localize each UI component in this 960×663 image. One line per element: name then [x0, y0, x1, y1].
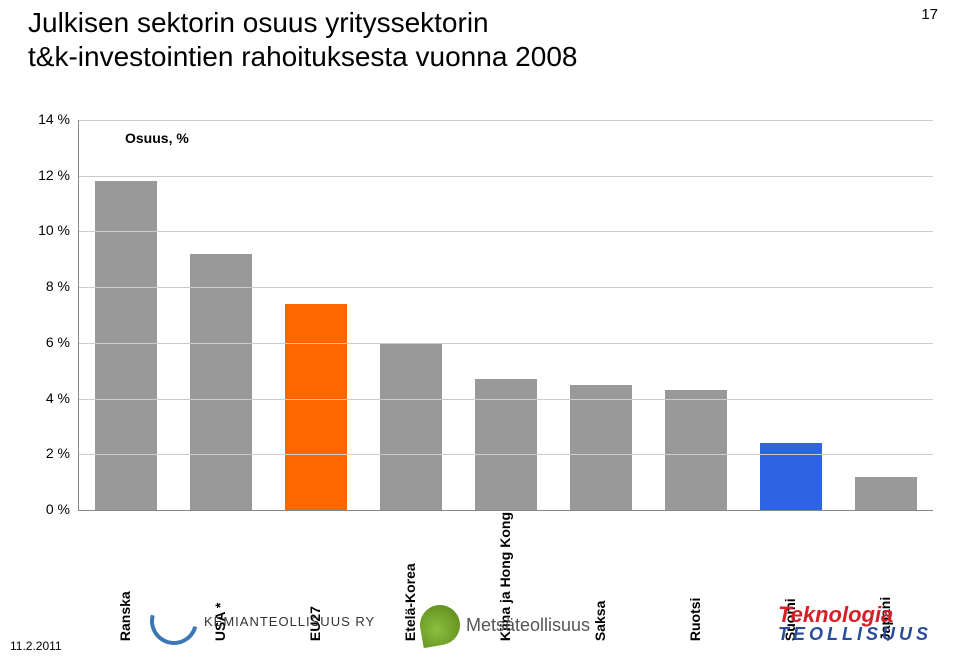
bar-ruotsi: [665, 390, 727, 510]
bar-saksa: [570, 385, 632, 510]
bars-container: [79, 120, 933, 510]
y-tick-label: 2 %: [28, 445, 70, 461]
bar-slot: [553, 120, 648, 510]
logo-kemianteollisuus: KEMIANTEOLLISUUS RY: [150, 597, 375, 645]
footer-date: 11.2.2011: [10, 639, 62, 653]
y-tick-label: 12 %: [28, 167, 70, 183]
bar-slot: [459, 120, 554, 510]
bar-etel-korea: [380, 343, 442, 510]
kemian-text: KEMIANTEOLLISUUS RY: [204, 614, 375, 629]
grid-line: [79, 176, 933, 177]
y-tick-label: 10 %: [28, 222, 70, 238]
bar-slot: [269, 120, 364, 510]
bar-slot: [79, 120, 174, 510]
y-tick-label: 14 %: [28, 111, 70, 127]
bar-slot: [364, 120, 459, 510]
bar-japani: [855, 477, 917, 510]
y-tick-label: 8 %: [28, 278, 70, 294]
chart-title: Julkisen sektorin osuus yrityssektorin t…: [28, 6, 577, 73]
bar-chart: Osuus, % 0 %2 %4 %6 %8 %10 %12 %14 % Ran…: [28, 120, 932, 510]
tekno-line2: TEOLLISUUS: [778, 624, 932, 645]
bar-slot: [838, 120, 933, 510]
page-number: 17: [921, 6, 938, 23]
y-tick-label: 0 %: [28, 501, 70, 517]
grid-line: [79, 343, 933, 344]
metsa-icon: [417, 602, 463, 648]
bar-eu27: [285, 304, 347, 510]
logo-metsateollisuus: Metsäteollisuus: [420, 605, 590, 645]
bar-slot: [648, 120, 743, 510]
bar-suomi: [760, 443, 822, 510]
logo-teknologiateollisuus: Teknologia TEOLLISUUS: [778, 602, 932, 645]
metsa-text: Metsäteollisuus: [466, 615, 590, 636]
kemian-icon: [141, 588, 207, 654]
grid-line: [79, 287, 933, 288]
grid-line: [79, 399, 933, 400]
x-tick-label: Ruotsi: [647, 512, 742, 641]
grid-line: [79, 454, 933, 455]
grid-line: [79, 120, 933, 121]
bar-usa-: [190, 254, 252, 510]
title-line-2: t&k-investointien rahoituksesta vuonna 2…: [28, 41, 577, 72]
grid-line: [79, 231, 933, 232]
y-tick-label: 4 %: [28, 390, 70, 406]
title-line-1: Julkisen sektorin osuus yrityssektorin: [28, 7, 489, 38]
y-tick-label: 6 %: [28, 334, 70, 350]
plot-area: Osuus, %: [78, 120, 933, 511]
bar-slot: [174, 120, 269, 510]
bar-slot: [743, 120, 838, 510]
